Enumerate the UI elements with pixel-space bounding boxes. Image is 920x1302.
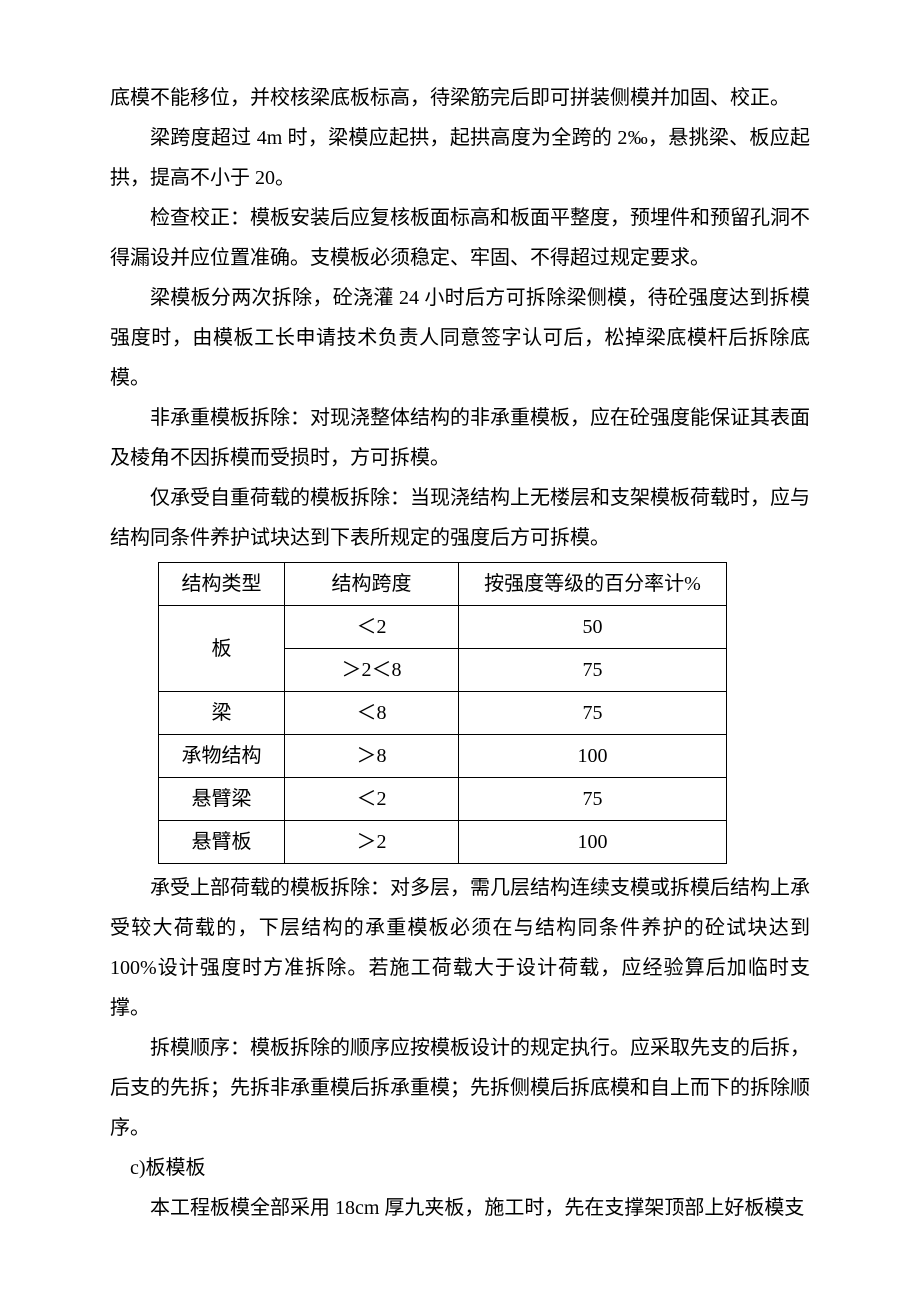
paragraph: 非承重模板拆除：对现浇整体结构的非承重模板，应在砼强度能保证其表面及棱角不因拆模… bbox=[110, 398, 810, 478]
table-header-cell: 按强度等级的百分率计% bbox=[459, 563, 727, 606]
table-row: 承物结构 ＞8 100 bbox=[159, 735, 727, 778]
paragraph: 本工程板模全部采用 18cm 厚九夹板，施工时，先在支撑架顶部上好板模支 bbox=[110, 1188, 810, 1228]
table-cell: ＜8 bbox=[285, 692, 459, 735]
table-cell: 承物结构 bbox=[159, 735, 285, 778]
table-cell: 75 bbox=[459, 649, 727, 692]
table-cell: 100 bbox=[459, 821, 727, 864]
table-cell: 悬臂板 bbox=[159, 821, 285, 864]
table-row: 悬臂梁 ＜2 75 bbox=[159, 778, 727, 821]
table-row: 板 ＜2 50 bbox=[159, 606, 727, 649]
table-cell: ＜2 bbox=[285, 778, 459, 821]
table-cell: 悬臂梁 bbox=[159, 778, 285, 821]
table-cell: 100 bbox=[459, 735, 727, 778]
table-header-row: 结构类型 结构跨度 按强度等级的百分率计% bbox=[159, 563, 727, 606]
table-header-cell: 结构类型 bbox=[159, 563, 285, 606]
table-cell: ＞2＜8 bbox=[285, 649, 459, 692]
paragraph: 拆模顺序：模板拆除的顺序应按模板设计的规定执行。应采取先支的后拆，后支的先拆；先… bbox=[110, 1028, 810, 1148]
paragraph: 梁跨度超过 4m 时，梁模应起拱，起拱高度为全跨的 2‰，悬挑梁、板应起拱，提高… bbox=[110, 118, 810, 198]
strength-table: 结构类型 结构跨度 按强度等级的百分率计% 板 ＜2 50 ＞2＜8 75 梁 … bbox=[158, 562, 727, 864]
section-heading: c)板模板 bbox=[110, 1148, 810, 1188]
table-cell: ＞8 bbox=[285, 735, 459, 778]
paragraph: 检查校正：模板安装后应复核板面标高和板面平整度，预埋件和预留孔洞不得漏设并应位置… bbox=[110, 198, 810, 278]
table-cell: 75 bbox=[459, 692, 727, 735]
table-cell: 梁 bbox=[159, 692, 285, 735]
paragraph: 承受上部荷载的模板拆除：对多层，需几层结构连续支模或拆模后结构上承受较大荷载的，… bbox=[110, 868, 810, 1028]
paragraph: 梁模板分两次拆除，砼浇灌 24 小时后方可拆除梁侧模，待砼强度达到拆模强度时，由… bbox=[110, 278, 810, 398]
paragraph: 仅承受自重荷载的模板拆除：当现浇结构上无楼层和支架模板荷载时，应与结构同条件养护… bbox=[110, 478, 810, 558]
table-cell: 50 bbox=[459, 606, 727, 649]
paragraph: 底模不能移位，并校核梁底板标高，待梁筋完后即可拼装侧模并加固、校正。 bbox=[110, 78, 810, 118]
table-cell: 板 bbox=[159, 606, 285, 692]
table-header-cell: 结构跨度 bbox=[285, 563, 459, 606]
table-row: 梁 ＜8 75 bbox=[159, 692, 727, 735]
table-cell: 75 bbox=[459, 778, 727, 821]
table-cell: ＞2 bbox=[285, 821, 459, 864]
table-cell: ＜2 bbox=[285, 606, 459, 649]
table-row: 悬臂板 ＞2 100 bbox=[159, 821, 727, 864]
